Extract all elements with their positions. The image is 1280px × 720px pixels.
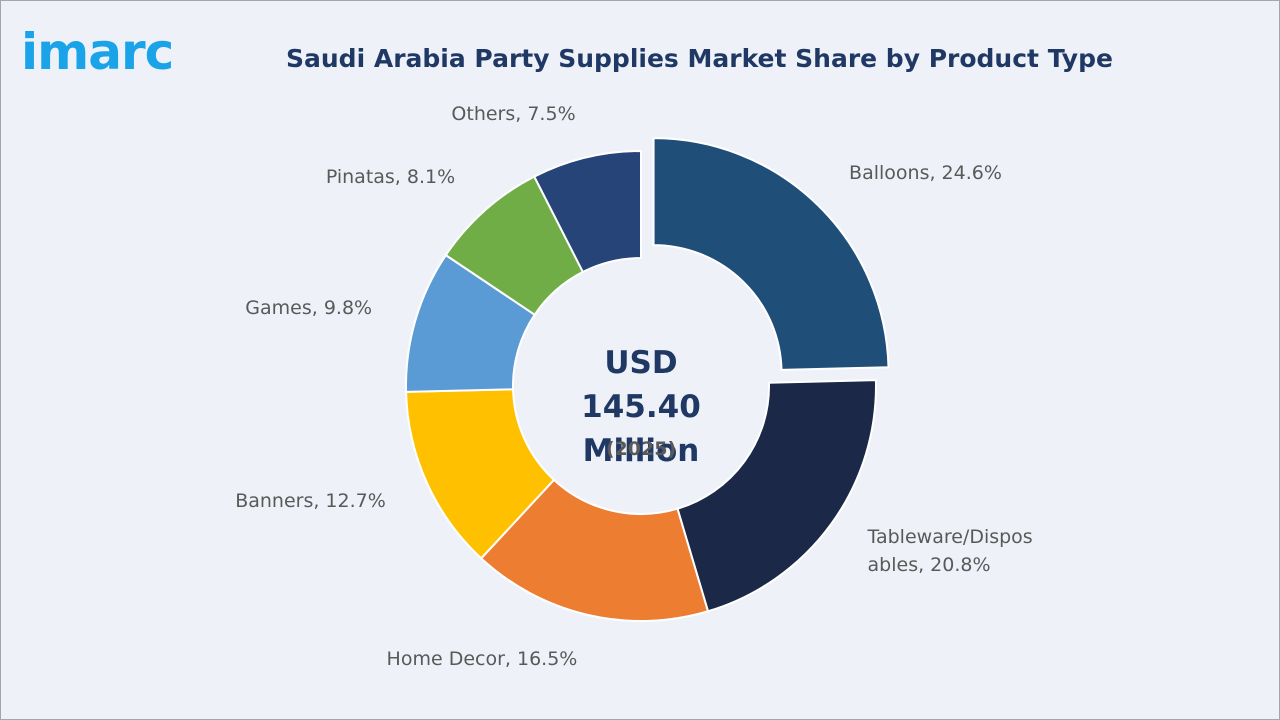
slice-label: Banners, 12.7% <box>235 490 386 513</box>
donut-slice <box>479 478 710 622</box>
donut-slice <box>532 149 642 274</box>
slice-label: Others, 7.5% <box>451 102 576 125</box>
slice-label: Games, 9.8% <box>245 296 373 319</box>
slice-label: Tableware/Disposables, 20.8% <box>867 525 1033 576</box>
donut-slice <box>676 379 877 613</box>
center-label: USD 145.40 Million <box>581 345 701 469</box>
slice-label: Pinatas, 8.1% <box>325 165 456 188</box>
slice-label: Balloons, 24.6% <box>849 161 1002 184</box>
slice-label: Home Decor, 16.5% <box>386 647 578 670</box>
center-sublabel: (2025) <box>605 438 677 460</box>
logo: imarc <box>21 23 174 81</box>
chart-title: Saudi Arabia Party Supplies Market Share… <box>286 44 1113 73</box>
donut-slice <box>652 137 890 371</box>
